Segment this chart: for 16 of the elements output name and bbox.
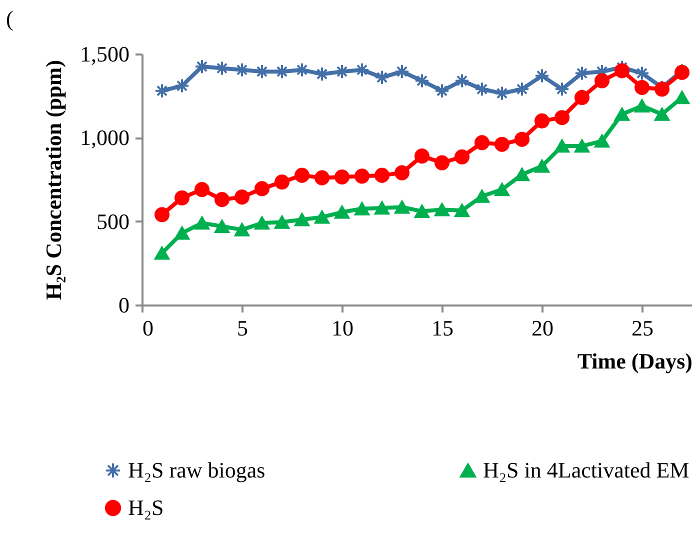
y-tick-label: 1,500 [80,42,130,66]
x-tick-label: 0 [142,316,154,340]
x-tick-label: 20 [532,316,554,340]
legend-label: H₂S [128,495,164,520]
y-tick-label: 1,000 [80,125,130,150]
x-tick-label: 10 [332,316,354,340]
x-tick-label: 15 [432,316,454,340]
legend-label: H₂S in 4Lactivated EM [483,458,690,482]
x-tick-label: 5 [237,316,248,340]
x-axis-title: Time (Days) [577,348,692,374]
text: ( [6,6,14,32]
legend-label: H₂S raw biogas [128,457,266,482]
x-tick-label: 25 [632,316,654,340]
y-axis-title: H₂S Concentration (ppm) [41,60,66,300]
y-tick-label: 500 [96,208,130,234]
y-tick-label: 0 [118,292,130,318]
